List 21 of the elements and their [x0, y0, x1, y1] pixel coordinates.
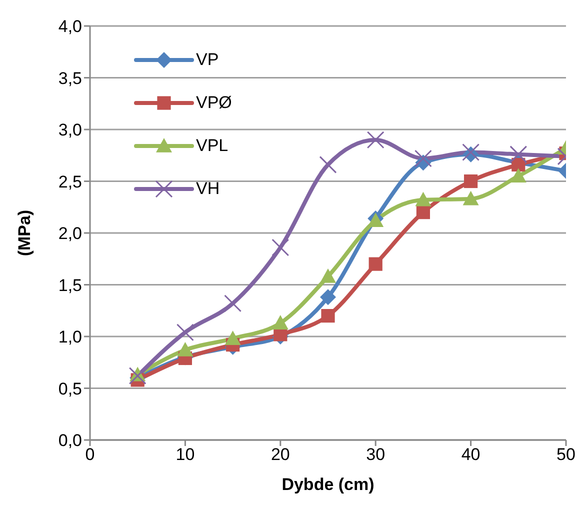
- x-tick-label: 30: [366, 445, 386, 464]
- x-tick-label: 20: [270, 445, 290, 464]
- x-tick-label: 40: [461, 445, 480, 464]
- x-tick-label: 0: [85, 445, 95, 464]
- y-tick-label: 1,0: [58, 328, 82, 347]
- y-tick-label: 2,5: [58, 172, 82, 192]
- y-tick-label: 4,0: [58, 17, 82, 36]
- x-tick-label: 50: [556, 445, 576, 464]
- x-axis-title: Dybde (cm): [282, 475, 374, 494]
- y-tick-label: 3,0: [58, 120, 82, 140]
- legend-label: VPØ: [196, 92, 232, 112]
- y-tick-label: 3,5: [58, 68, 82, 88]
- y-tick-label: 0,0: [58, 431, 82, 450]
- y-tick-label: 0,5: [58, 379, 82, 398]
- y-tick-label: 1,5: [58, 276, 82, 295]
- y-tick-label: 2,0: [58, 224, 82, 244]
- legend-label: VH: [196, 178, 220, 198]
- legend-label: VPL: [196, 136, 228, 156]
- y-axis-title: (MPa): [15, 210, 34, 256]
- x-tick-label: 10: [176, 445, 195, 464]
- legend-label: VP: [196, 50, 219, 70]
